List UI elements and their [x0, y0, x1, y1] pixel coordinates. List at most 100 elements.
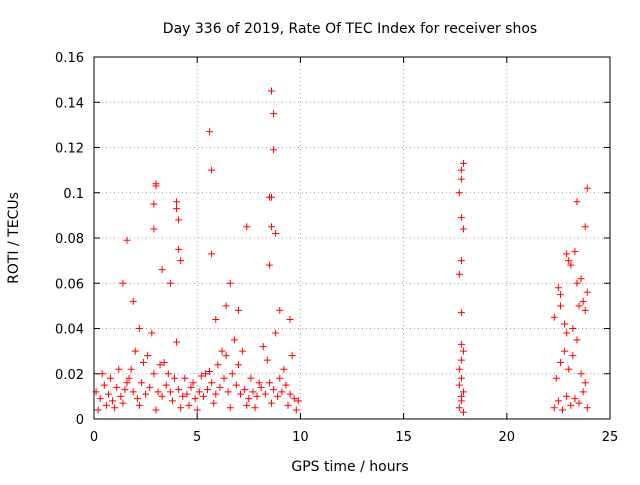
data-point — [268, 223, 276, 231]
data-point — [111, 404, 119, 412]
data-point — [276, 306, 284, 314]
data-point — [583, 184, 591, 192]
data-point — [204, 386, 212, 394]
data-point — [150, 225, 158, 233]
data-point — [96, 395, 104, 403]
data-point — [567, 261, 575, 269]
data-point — [270, 386, 278, 394]
data-point — [185, 401, 193, 409]
data-point — [575, 302, 583, 310]
data-point — [552, 374, 560, 382]
data-point — [567, 401, 575, 409]
data-point — [571, 248, 579, 256]
data-point — [455, 365, 463, 373]
data-point — [115, 365, 123, 373]
data-point — [286, 315, 294, 323]
data-point — [230, 336, 238, 344]
data-point — [573, 198, 581, 206]
data-point — [457, 309, 465, 317]
data-point — [121, 386, 129, 394]
data-point — [268, 87, 276, 95]
data-point — [133, 395, 141, 403]
data-point — [197, 372, 205, 380]
data-point — [113, 383, 121, 391]
data-point — [140, 358, 148, 366]
x-axis-title: GPS time / hours — [291, 459, 408, 475]
data-point — [571, 395, 579, 403]
data-point — [270, 146, 278, 154]
chart-title: Day 336 of 2019, Rate Of TEC Index for r… — [163, 21, 537, 37]
x-tick-label: 20 — [499, 430, 516, 445]
data-point — [565, 365, 573, 373]
grid-lines — [94, 57, 610, 419]
data-point — [459, 225, 467, 233]
data-point — [154, 388, 162, 396]
data-point — [135, 325, 143, 332]
data-point — [559, 406, 567, 414]
data-point — [177, 257, 185, 265]
data-point — [239, 347, 247, 355]
data-point — [127, 365, 135, 373]
data-point — [109, 397, 117, 405]
data-point — [294, 397, 302, 405]
data-point — [137, 379, 145, 387]
data-point — [164, 370, 172, 378]
plot-frame — [93, 56, 611, 420]
data-point — [284, 401, 292, 409]
data-point — [561, 320, 569, 328]
data-point — [107, 374, 115, 382]
data-point — [102, 401, 110, 409]
data-point — [173, 198, 181, 206]
data-point — [272, 329, 280, 337]
data-point — [214, 361, 222, 369]
axis-ticks: 0 5 10 15 20 25 0 0.02 0.04 0.06 0.08 0.1 0.12 0.14 0.… — [55, 51, 618, 445]
data-point — [243, 401, 251, 409]
data-point — [457, 214, 465, 222]
data-point — [459, 347, 467, 355]
data-points — [92, 87, 591, 416]
data-point — [234, 306, 242, 314]
data-point — [581, 379, 589, 387]
data-point — [579, 388, 587, 396]
data-point — [455, 270, 463, 278]
data-point — [129, 297, 137, 305]
data-point — [201, 370, 209, 378]
data-point — [457, 374, 465, 382]
data-point — [455, 381, 463, 389]
data-point — [228, 370, 236, 378]
data-point — [193, 406, 201, 414]
data-point — [232, 381, 240, 389]
data-point — [237, 390, 245, 398]
data-point — [280, 365, 288, 373]
data-point — [249, 388, 257, 396]
y-tick-label: 0.1 — [63, 187, 84, 202]
data-point — [457, 175, 465, 183]
data-point — [173, 205, 181, 213]
data-point — [125, 374, 133, 382]
data-point — [579, 297, 587, 305]
data-point — [177, 404, 185, 412]
data-point — [554, 397, 562, 405]
x-tick-label: 25 — [602, 430, 619, 445]
data-point — [457, 340, 465, 348]
data-point — [253, 392, 261, 400]
data-point — [457, 166, 465, 174]
data-point — [455, 189, 463, 197]
data-point — [166, 279, 174, 287]
data-point — [563, 329, 571, 337]
data-point — [226, 404, 234, 412]
y-tick-label: 0.16 — [55, 51, 84, 66]
data-point — [100, 381, 108, 389]
data-point — [144, 352, 152, 360]
data-point — [561, 347, 569, 355]
data-point — [274, 392, 282, 400]
data-point — [457, 356, 465, 364]
data-point — [212, 315, 220, 323]
data-point — [282, 381, 290, 389]
data-point — [243, 223, 251, 231]
data-point — [183, 390, 191, 398]
data-point — [459, 388, 467, 396]
data-point — [257, 383, 265, 391]
